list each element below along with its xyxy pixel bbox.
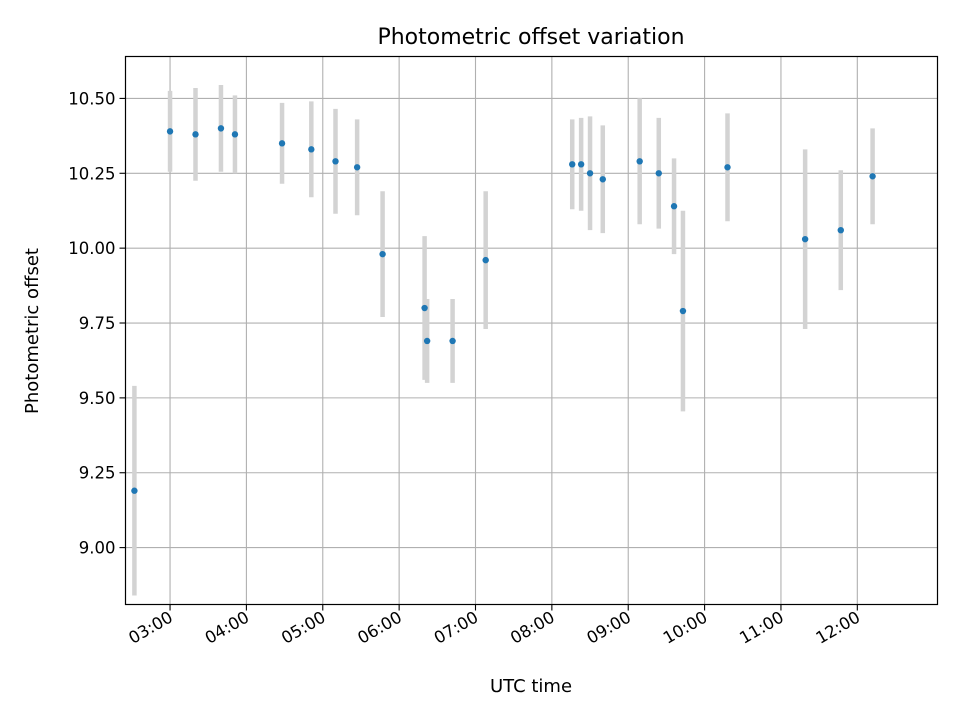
data-points (131, 125, 876, 494)
data-point (569, 161, 576, 168)
data-point (869, 173, 876, 180)
data-point (308, 146, 315, 153)
plot-frame (124, 55, 939, 606)
data-point (837, 226, 844, 234)
data-point (421, 304, 428, 312)
data-point (231, 131, 239, 138)
data-point (801, 235, 809, 243)
data-point (166, 128, 174, 135)
data-point (423, 337, 431, 345)
y-tick-label: 10.50 (68, 89, 115, 108)
data-point (192, 131, 199, 138)
data-point (636, 158, 643, 165)
data-point (379, 250, 386, 258)
data-point (449, 337, 456, 345)
grid (125, 56, 938, 605)
chart-title: Photometric offset variation (377, 25, 684, 50)
y-tick-label: 9.25 (79, 464, 116, 483)
x-axis-label: UTC time (490, 676, 572, 697)
data-point (353, 164, 361, 171)
data-point (679, 307, 687, 315)
y-axis-label: Photometric offset (22, 248, 43, 414)
data-point (655, 170, 662, 177)
data-point (217, 125, 225, 132)
y-axis-ticks: 9.00 9.25 9.50 9.75 10.00 10.25 10.50 (68, 89, 126, 558)
data-point (599, 176, 606, 183)
data-point (724, 164, 731, 171)
y-tick-label: 10.25 (68, 164, 115, 183)
y-tick-label: 9.50 (79, 389, 116, 408)
data-point (332, 158, 339, 165)
data-point (278, 140, 286, 147)
data-point (482, 256, 489, 264)
data-point (670, 203, 678, 210)
y-tick-label: 9.75 (79, 314, 116, 333)
data-point (131, 487, 138, 494)
data-point (586, 170, 594, 177)
y-tick-label: 9.00 (79, 539, 116, 558)
y-tick-label: 10.00 (68, 239, 115, 258)
data-point (577, 161, 585, 168)
